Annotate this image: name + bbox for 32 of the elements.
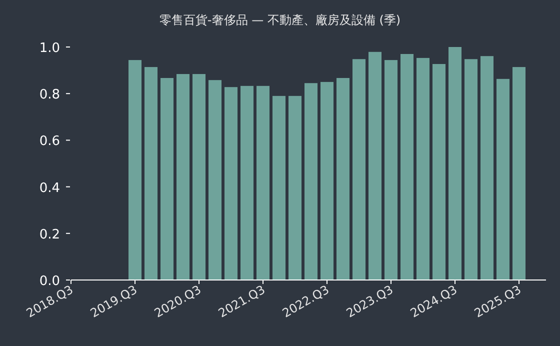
bar [368, 52, 382, 280]
bar [336, 78, 350, 280]
bar [160, 78, 174, 280]
bar [384, 60, 398, 280]
bar [416, 58, 430, 280]
bar [448, 47, 462, 280]
bar [224, 87, 238, 280]
bar [144, 67, 158, 280]
bar [512, 67, 526, 280]
bar [256, 86, 270, 280]
bar [272, 96, 286, 280]
bar [496, 78, 510, 280]
bar [320, 82, 334, 280]
bar [176, 74, 190, 280]
bar [432, 64, 446, 280]
bar [192, 74, 206, 280]
bar [240, 86, 254, 280]
bar [480, 56, 494, 280]
bar [352, 59, 366, 280]
bar [400, 54, 414, 280]
bar [304, 83, 318, 280]
bar [288, 96, 302, 280]
y-tick-label: 0.8 [39, 88, 60, 103]
y-tick-label: 0.2 [39, 227, 60, 242]
chart-title: 零售百貨-奢侈品 — 不動產、廠房及設備 (季) [159, 13, 401, 27]
y-tick-label: 1.0 [39, 41, 60, 56]
y-tick-label: 0.4 [39, 180, 60, 196]
bar [464, 59, 478, 280]
bar [208, 80, 222, 280]
bar [128, 60, 142, 280]
y-tick-label: 0.6 [39, 134, 60, 150]
y-tick-label: 0.0 [39, 274, 60, 289]
